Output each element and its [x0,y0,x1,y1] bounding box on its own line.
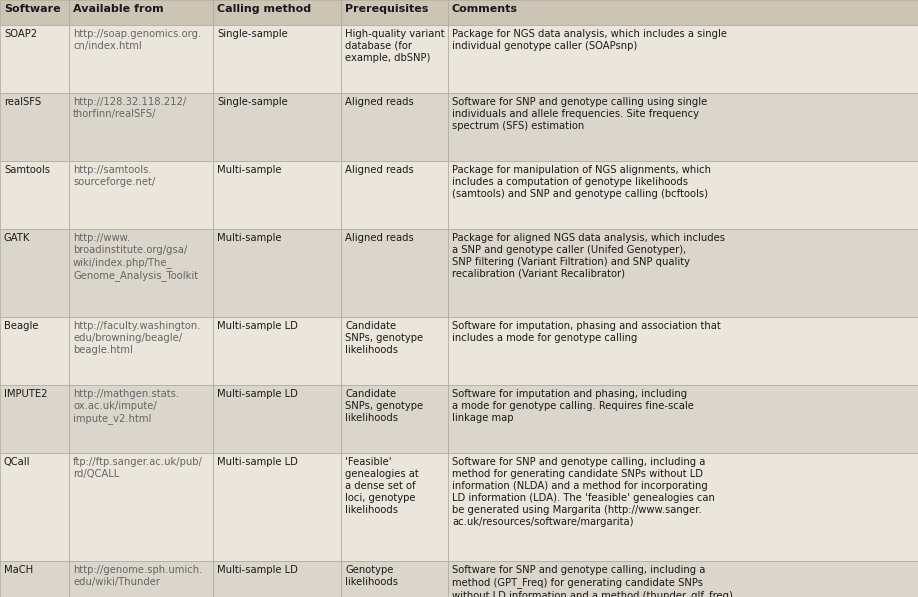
Bar [0,25,69,93]
Bar [448,385,918,453]
Text: GATK: GATK [4,233,30,243]
Text: http://www.
broadinstitute.org/gsa/
wiki/index.php/The_
Genome_Analysis_Toolkit: http://www. broadinstitute.org/gsa/ wiki… [73,233,198,281]
Bar [341,161,448,229]
Text: Package for manipulation of NGS alignments, which
includes a computation of geno: Package for manipulation of NGS alignmen… [452,165,711,199]
Text: 'Feasible'
genealogies at
a dense set of
loci, genotype
likelihoods: 'Feasible' genealogies at a dense set of… [345,457,419,515]
Bar [69,317,213,385]
Bar [0,161,69,229]
Bar [69,161,213,229]
Text: Beagle: Beagle [4,321,39,331]
Text: IMPUTE2: IMPUTE2 [4,389,48,399]
Text: Multi-sample: Multi-sample [217,165,282,175]
Text: Comments: Comments [452,4,518,14]
Bar [69,25,213,93]
Bar [341,229,448,317]
Text: Package for NGS data analysis, which includes a single
individual genotype calle: Package for NGS data analysis, which inc… [452,29,727,51]
Bar [69,453,213,561]
Text: Multi-sample LD: Multi-sample LD [217,321,297,331]
Text: Candidate
SNPs, genotype
likelihoods: Candidate SNPs, genotype likelihoods [345,321,423,355]
Bar [213,0,341,25]
Text: Software for SNP and genotype calling, including a
method for generating candida: Software for SNP and genotype calling, i… [452,457,715,527]
Bar [213,561,341,597]
Text: Package for aligned NGS data analysis, which includes
a SNP and genotype caller : Package for aligned NGS data analysis, w… [452,233,725,279]
Text: Candidate
SNPs, genotype
likelihoods: Candidate SNPs, genotype likelihoods [345,389,423,423]
Bar [0,229,69,317]
Text: Aligned reads: Aligned reads [345,97,414,107]
Text: http://faculty.washington.
edu/browning/beagle/
beagle.html: http://faculty.washington. edu/browning/… [73,321,200,355]
Bar [341,385,448,453]
Bar [213,385,341,453]
Text: Multi-sample LD: Multi-sample LD [217,389,297,399]
Bar [69,385,213,453]
Text: Multi-sample: Multi-sample [217,233,282,243]
Bar [448,317,918,385]
Text: Available from: Available from [73,4,163,14]
Text: Samtools: Samtools [4,165,50,175]
Bar [69,0,213,25]
Text: QCall: QCall [4,457,30,467]
Text: Prerequisites: Prerequisites [345,4,429,14]
Text: Single-sample: Single-sample [217,29,287,39]
Text: SOAP2: SOAP2 [4,29,37,39]
Bar [448,93,918,161]
Text: Software for imputation, phasing and association that
includes a mode for genoty: Software for imputation, phasing and ass… [452,321,721,343]
Text: http://genome.sph.umich.
edu/wiki/Thunder: http://genome.sph.umich. edu/wiki/Thunde… [73,565,202,587]
Bar [448,25,918,93]
Bar [0,0,69,25]
Text: http://mathgen.stats.
ox.ac.uk/impute/
impute_v2.html: http://mathgen.stats. ox.ac.uk/impute/ i… [73,389,179,424]
Text: Genotype
likelihoods: Genotype likelihoods [345,565,398,587]
Bar [213,161,341,229]
Text: Software for imputation and phasing, including
a mode for genotype calling. Requ: Software for imputation and phasing, inc… [452,389,694,423]
Text: Software for SNP and genotype calling, including a
method (GPT_Freq) for generat: Software for SNP and genotype calling, i… [452,565,733,597]
Text: ftp://ftp.sanger.ac.uk/pub/
rd/QCALL: ftp://ftp.sanger.ac.uk/pub/ rd/QCALL [73,457,203,479]
Text: http://128.32.118.212/
thorfinn/realSFS/: http://128.32.118.212/ thorfinn/realSFS/ [73,97,186,119]
Bar [341,0,448,25]
Bar [213,229,341,317]
Text: realSFS: realSFS [4,97,41,107]
Text: http://samtools.
sourceforge.net/: http://samtools. sourceforge.net/ [73,165,155,187]
Text: High-quality variant
database (for
example, dbSNP): High-quality variant database (for examp… [345,29,444,63]
Bar [213,453,341,561]
Bar [448,161,918,229]
Text: Software: Software [4,4,61,14]
Bar [448,0,918,25]
Bar [0,93,69,161]
Bar [341,453,448,561]
Text: Single-sample: Single-sample [217,97,287,107]
Bar [448,453,918,561]
Bar [448,229,918,317]
Bar [448,561,918,597]
Bar [0,561,69,597]
Bar [341,93,448,161]
Bar [213,25,341,93]
Text: Aligned reads: Aligned reads [345,165,414,175]
Text: http://soap.genomics.org.
cn/index.html: http://soap.genomics.org. cn/index.html [73,29,201,51]
Bar [69,561,213,597]
Bar [0,453,69,561]
Bar [341,561,448,597]
Bar [69,93,213,161]
Bar [0,385,69,453]
Bar [69,229,213,317]
Text: Calling method: Calling method [217,4,311,14]
Bar [213,93,341,161]
Text: Multi-sample LD: Multi-sample LD [217,457,297,467]
Text: Software for SNP and genotype calling using single
individuals and allele freque: Software for SNP and genotype calling us… [452,97,707,131]
Bar [0,317,69,385]
Bar [341,25,448,93]
Text: Multi-sample LD: Multi-sample LD [217,565,297,575]
Bar [341,317,448,385]
Text: Aligned reads: Aligned reads [345,233,414,243]
Bar [213,317,341,385]
Text: MaCH: MaCH [4,565,33,575]
